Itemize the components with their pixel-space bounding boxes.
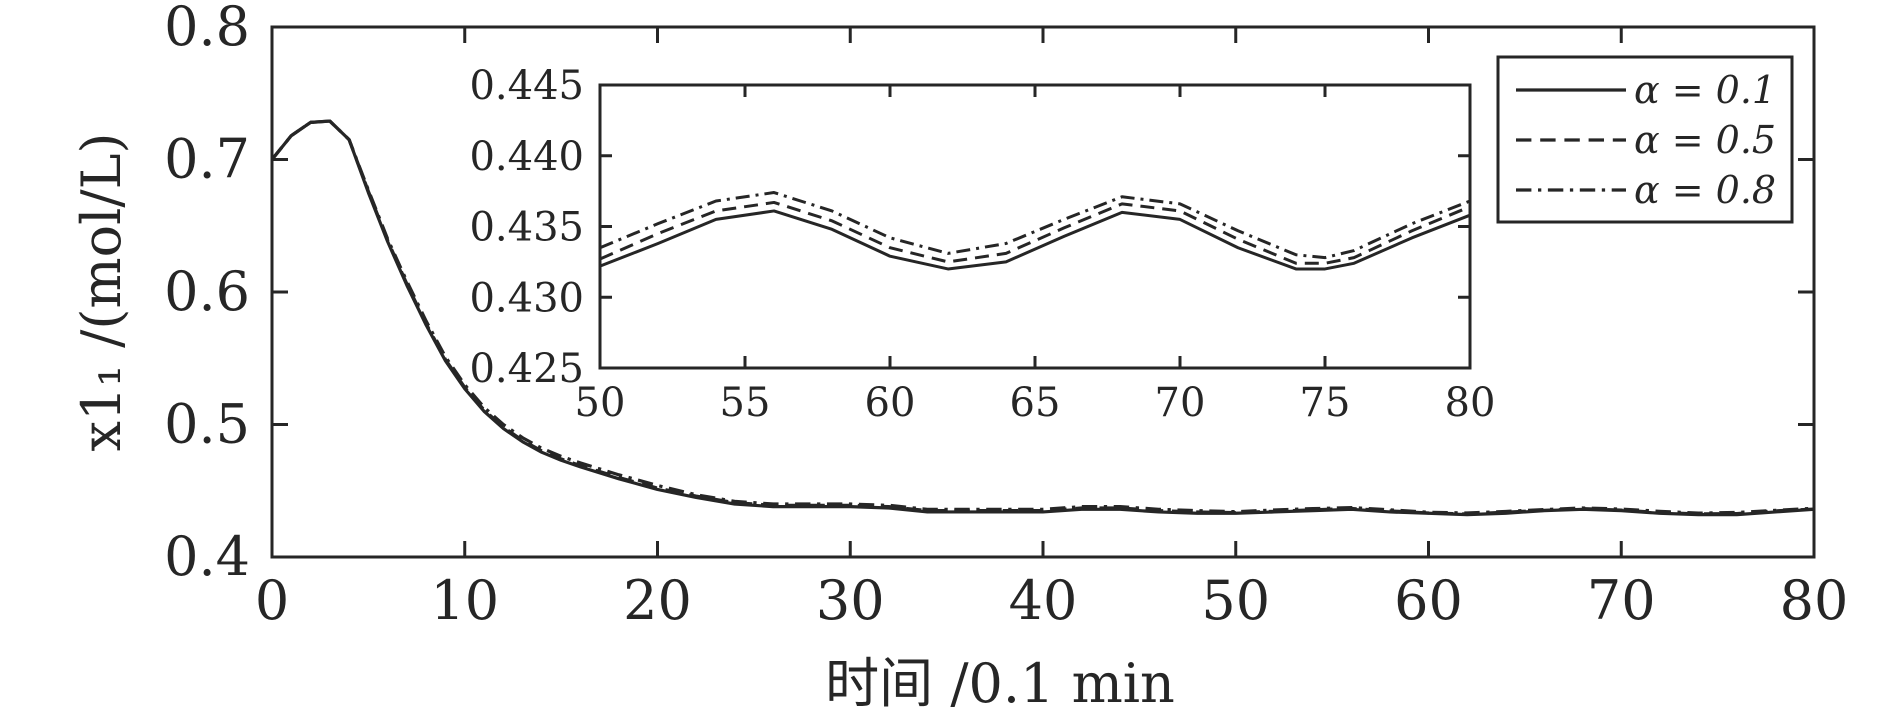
inset-x-tick-label: 75: [1300, 380, 1351, 426]
inset-y-tick-label: 0.430: [469, 275, 584, 321]
inset-chart: 50 55 60 65 70 75 80 0.425 0.430 0.435 0.440 0.445: [469, 63, 1495, 426]
main-x-tick-label: 30: [816, 569, 885, 632]
inset-x-tick-label: 50: [575, 380, 626, 426]
main-series-line-3: [270, 119, 1815, 515]
main-x-tick-label: 40: [1009, 569, 1078, 632]
main-x-tick-label: 80: [1780, 569, 1849, 632]
inset-x-tick-label: 60: [865, 380, 916, 426]
axis-labels: 时间 /0.1 min x1₁ /(mol/L): [70, 133, 1175, 716]
inset-x-tick-label: 65: [1010, 380, 1061, 426]
main-x-tick-label: 60: [1394, 569, 1463, 632]
main-x-tick-label: 70: [1587, 569, 1656, 632]
legend: α = 0.1 α = 0.5 α = 0.8: [1496, 55, 1794, 224]
main-y-tick-label: 0.6: [164, 260, 250, 323]
inset-y-tick-label: 0.440: [469, 134, 584, 180]
main-y-tick-label: 0.5: [164, 393, 250, 456]
main-x-tick-label: 20: [623, 569, 692, 632]
inset-series-line-3: [599, 191, 1471, 260]
inset-plot-area: [600, 85, 1470, 368]
main-y-tick-label: 0.4: [164, 525, 250, 588]
legend-label-3: α = 0.8: [1634, 168, 1776, 212]
y-axis-label: x1₁ /(mol/L): [70, 133, 133, 452]
main-x-tick-label: 50: [1201, 569, 1270, 632]
inset-y-tick-label: 0.445: [469, 63, 584, 109]
main-x-tick-label: 0: [255, 569, 289, 632]
inset-series-line-2: [599, 200, 1471, 265]
inset-y-tick-label: 0.425: [469, 346, 584, 392]
x-axis-label: 时间 /0.1 min: [825, 652, 1175, 715]
inset-x-tick-label: 80: [1445, 380, 1496, 426]
legend-label-1: α = 0.1: [1634, 68, 1776, 112]
main-y-tick-label: 0.8: [164, 0, 250, 58]
inset-x-tick-label: 55: [720, 380, 771, 426]
inset-x-tick-label: 70: [1155, 380, 1206, 426]
inset-y-tick-label: 0.435: [469, 205, 584, 251]
inset-series-line-1: [599, 209, 1471, 271]
main-y-tick-label: 0.7: [164, 128, 250, 191]
main-x-tick-label: 10: [430, 569, 499, 632]
legend-label-2: α = 0.5: [1634, 118, 1776, 162]
